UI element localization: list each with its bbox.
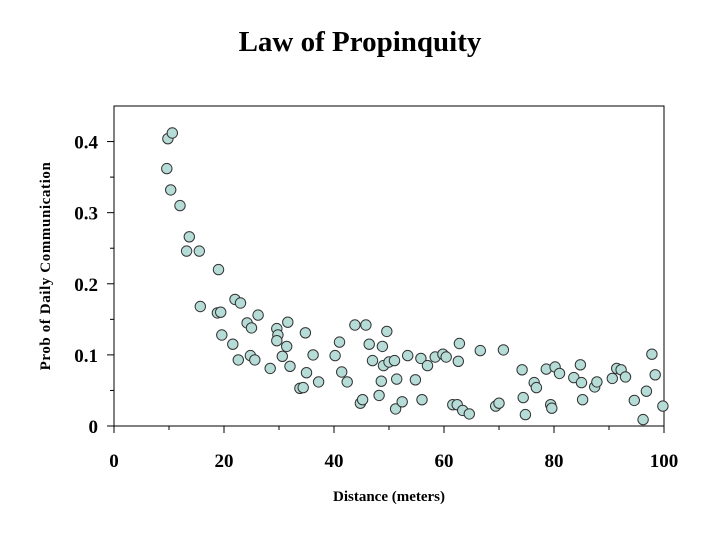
data-point <box>402 349 414 362</box>
data-point <box>249 354 261 366</box>
data-point <box>576 394 589 406</box>
data-point <box>166 127 179 139</box>
data-point <box>336 366 348 378</box>
data-point <box>356 394 369 406</box>
data-point <box>329 349 341 362</box>
data-point <box>657 400 669 412</box>
data-point <box>227 338 239 350</box>
data-point <box>264 362 276 375</box>
data-point <box>453 337 466 350</box>
data-markers <box>161 127 669 426</box>
chart-title: Law of Propinquity <box>238 26 482 58</box>
data-point <box>333 336 346 348</box>
data-point <box>194 300 207 313</box>
data-point <box>516 364 528 376</box>
data-point <box>409 374 422 386</box>
data-point <box>591 376 603 388</box>
data-point <box>281 340 293 353</box>
data-point <box>299 327 312 339</box>
data-point <box>245 322 258 334</box>
data-point <box>519 408 532 421</box>
data-point <box>234 297 247 309</box>
x-tick-label: 20 <box>215 451 234 472</box>
data-point <box>232 354 245 366</box>
data-point <box>530 381 543 394</box>
data-point <box>391 373 403 385</box>
data-point <box>452 355 464 367</box>
data-point <box>360 319 372 331</box>
data-point <box>389 403 402 415</box>
data-point <box>440 351 452 363</box>
data-point <box>215 306 227 318</box>
data-point <box>493 397 505 409</box>
data-point <box>366 354 379 367</box>
data-point <box>165 184 177 196</box>
data-point <box>619 371 632 383</box>
data-point <box>174 199 186 212</box>
data-point <box>180 245 193 257</box>
data-point <box>463 408 475 420</box>
axis-ticks <box>107 141 665 433</box>
data-point <box>271 335 283 347</box>
x-tick-label: 100 <box>650 451 679 472</box>
y-axis-title: Prob of Daily Communication <box>38 162 54 371</box>
x-tick-label: 60 <box>435 451 454 472</box>
data-point <box>646 348 658 360</box>
data-point <box>474 344 486 357</box>
data-point <box>212 263 225 276</box>
data-point <box>628 394 640 407</box>
data-point <box>252 309 264 321</box>
data-point <box>416 394 428 406</box>
x-tick-label: 40 <box>325 451 344 472</box>
data-point <box>284 360 296 372</box>
data-point <box>415 352 427 365</box>
data-point <box>606 372 618 385</box>
data-point <box>574 359 587 371</box>
y-tick-label: 0.3 <box>74 204 98 225</box>
data-point <box>297 381 309 394</box>
axis-tick-labels: 0 0.1 0.2 0.3 0.4 0 20 40 60 80 100 <box>74 133 678 472</box>
data-point <box>381 325 393 338</box>
data-point <box>373 389 385 402</box>
data-point <box>421 359 434 372</box>
data-point <box>307 349 319 361</box>
x-axis-title: Distance (meters) <box>333 489 445 505</box>
data-point <box>161 162 173 175</box>
y-tick-label: 0 <box>89 417 99 438</box>
data-point <box>312 376 325 388</box>
data-point <box>363 338 375 350</box>
y-tick-label: 0.4 <box>74 133 98 154</box>
data-point <box>276 350 288 362</box>
data-point <box>575 376 588 389</box>
data-point <box>497 344 510 356</box>
x-tick-label: 0 <box>109 451 119 472</box>
data-point <box>517 391 529 404</box>
data-point <box>649 369 661 381</box>
data-point <box>396 396 408 408</box>
data-point <box>193 245 206 257</box>
data-point <box>640 385 653 397</box>
data-point <box>282 316 294 328</box>
data-point <box>341 376 353 388</box>
x-tick-label: 80 <box>545 451 564 472</box>
data-point <box>300 367 313 379</box>
data-point <box>637 413 649 426</box>
data-point <box>216 329 228 341</box>
y-tick-label: 0.1 <box>74 346 98 367</box>
data-point <box>183 231 196 243</box>
data-point <box>376 340 389 353</box>
data-point <box>388 354 401 367</box>
data-point <box>553 367 566 380</box>
data-point <box>546 402 558 414</box>
data-point <box>375 375 387 387</box>
y-tick-label: 0.2 <box>74 275 98 296</box>
data-point <box>349 319 361 331</box>
